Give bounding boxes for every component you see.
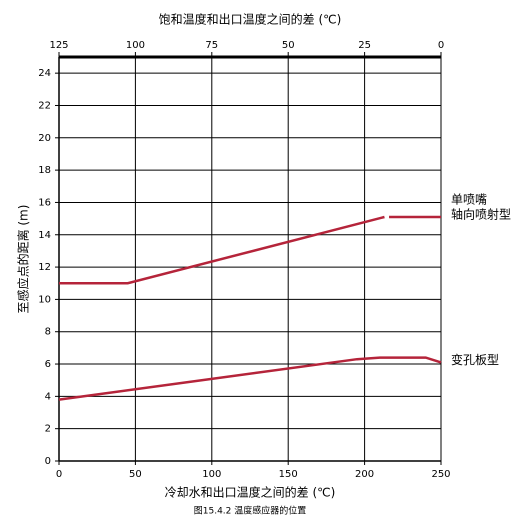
- x2-tick-label: 0: [438, 40, 444, 51]
- series-line: [58, 356, 442, 401]
- y-tick-label: 20: [38, 133, 51, 144]
- x-tick-label: 200: [355, 469, 374, 480]
- series-line: [59, 215, 441, 285]
- x-tick-label: 100: [202, 469, 221, 480]
- y-tick-label: 10: [38, 294, 51, 305]
- series-label: 单喷嘴: [451, 192, 487, 206]
- x-tick-label: 250: [431, 469, 450, 480]
- y-axis-title: 至感应点的距离 (m): [16, 205, 31, 314]
- y-tick-label: 0: [45, 456, 51, 467]
- x2-tick-label: 100: [126, 40, 145, 51]
- x-tick-label: 0: [56, 469, 62, 480]
- series-label: 变孔板型: [451, 352, 499, 367]
- y-tick-label: 6: [45, 359, 51, 370]
- x-axis-title: 冷却水和出口温度之间的差 (℃): [165, 485, 336, 500]
- top-axis-title: 饱和温度和出口温度之间的差 (℃): [159, 12, 342, 27]
- y-tick-label: 2: [45, 424, 51, 435]
- x-tick-label: 150: [279, 469, 298, 480]
- x2-tick-label: 25: [358, 40, 371, 51]
- y-tick-label: 12: [38, 262, 51, 273]
- x2-tick-label: 50: [282, 40, 295, 51]
- caption: 图15.4.2 温度感应器的位置: [194, 505, 307, 517]
- y-tick-label: 4: [45, 391, 51, 402]
- series-label: 轴向喷射型: [451, 206, 511, 221]
- y-tick-label: 14: [38, 230, 51, 241]
- x2-tick-label: 125: [49, 40, 68, 51]
- y-tick-label: 24: [38, 68, 51, 79]
- y-tick-label: 8: [45, 327, 51, 338]
- x2-tick-label: 75: [205, 40, 218, 51]
- y-tick-label: 22: [38, 100, 51, 111]
- y-tick-label: 18: [38, 165, 51, 176]
- x-tick-label: 50: [129, 469, 142, 480]
- y-tick-label: 16: [38, 197, 51, 208]
